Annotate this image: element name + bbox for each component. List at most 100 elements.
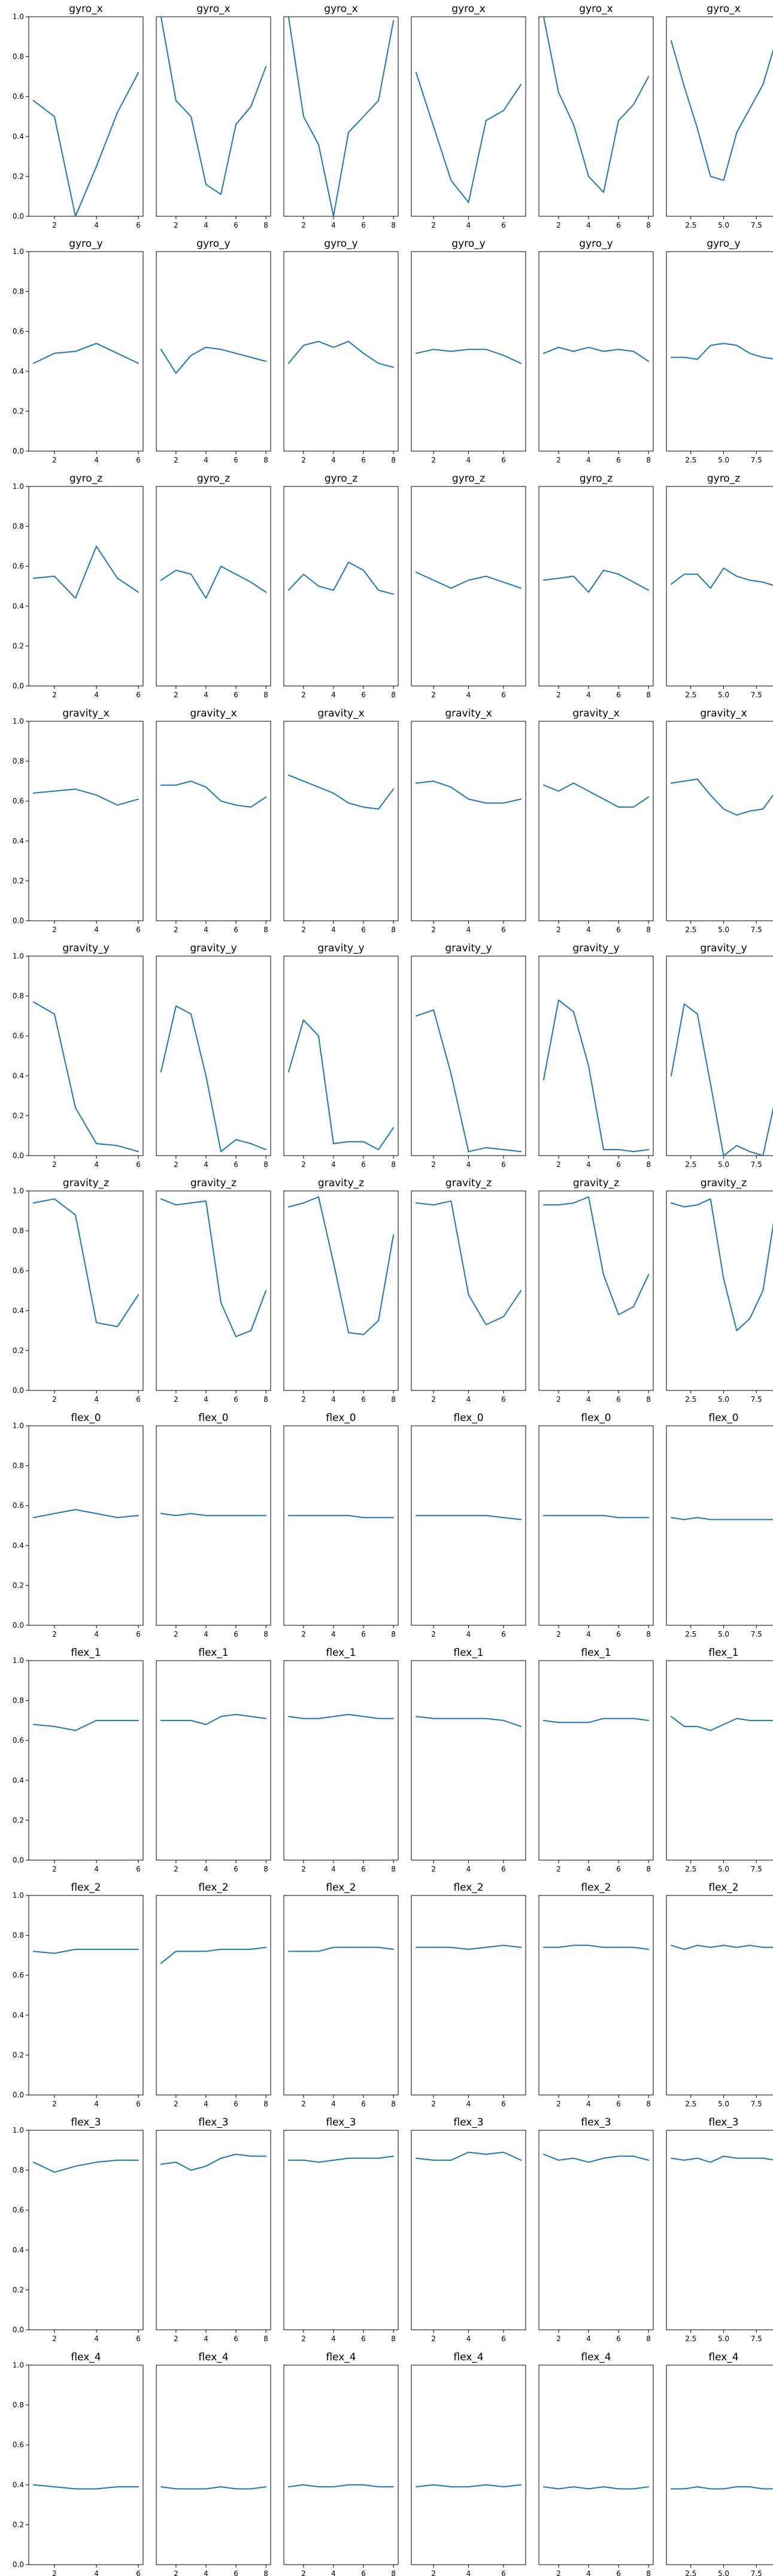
data-point [485, 120, 487, 121]
x-tick-label: 4 [204, 2569, 208, 2576]
x-tick-label: 6 [501, 1160, 506, 1169]
y-tick-label: 0.2 [13, 876, 24, 885]
data-point [558, 790, 559, 792]
x-tick-label: 4 [204, 1160, 208, 1169]
series-line [160, 566, 267, 599]
y-tick-label: 0.6 [13, 2206, 24, 2214]
data-point [378, 100, 379, 101]
data-point [710, 2488, 711, 2490]
data-point [450, 180, 452, 181]
x-tick-label: 6 [136, 1865, 141, 1873]
axes-frame [156, 2130, 271, 2330]
x-tick-label: 2 [52, 1160, 57, 1169]
y-tick-label: 0.0 [13, 447, 24, 455]
data-point [288, 1515, 289, 1516]
x-tick-label: 2 [174, 926, 178, 934]
data-point [288, 1716, 289, 1718]
data-point [723, 343, 725, 344]
data-point [762, 84, 764, 86]
data-point [333, 1262, 334, 1263]
data-point [416, 72, 417, 74]
data-point [33, 578, 34, 579]
y-tick-label: 0.8 [13, 522, 24, 531]
x-tick-label: 2 [431, 1630, 436, 1638]
subplot-flex-0: flex_0 2 4 6 8 [538, 1412, 654, 1638]
data-point [543, 579, 544, 581]
data-point [671, 2488, 672, 2490]
data-point [503, 582, 504, 583]
subplot-flex-2: flex_2 2 4 6 8 [156, 1882, 271, 2108]
data-point [573, 576, 574, 577]
x-tick-label: 4 [331, 1865, 336, 1873]
data-point [543, 1204, 544, 1206]
x-tick-label: 5.0 [718, 691, 729, 699]
subplot-title: gyro_x [324, 3, 357, 15]
subplot-gyro-z: gyro_z 2 4 6 8 [283, 473, 399, 699]
series-line [287, 1196, 395, 1335]
x-tick-label: 2 [52, 2335, 57, 2343]
series-line [160, 1713, 267, 1725]
subplot-title: flex_0 [198, 1412, 228, 1424]
y-tick-label: 0.6 [13, 1736, 24, 1744]
data-point [503, 802, 504, 804]
data-point [160, 2163, 162, 2165]
subplot-flex-0: flex_0 2 4 6 8 [156, 1412, 271, 1638]
y-tick-label: 0.2 [13, 1816, 24, 1824]
x-tick-label: 7.5 [751, 1865, 762, 1873]
data-point [117, 2160, 118, 2161]
axes-frame [28, 486, 144, 687]
data-point [33, 2484, 34, 2486]
data-point [393, 1718, 394, 1719]
data-point [33, 1202, 34, 1204]
x-tick-label: 7.5 [751, 691, 762, 699]
x-tick-label: 6 [136, 1395, 141, 1404]
data-point [723, 808, 725, 810]
subplot-gyro-z: gyro_z 2 4 6 0.0 0.2 0.4 0.6 0.8 1.0 [13, 473, 144, 699]
data-point [117, 1720, 118, 1721]
data-point [348, 2157, 349, 2159]
subplot-title: flex_3 [708, 2117, 738, 2128]
x-tick-label: 4 [94, 2335, 99, 2343]
y-tick-label: 0.0 [13, 1386, 24, 1395]
x-tick-label: 4 [466, 926, 471, 934]
subplot-title: gyro_y [579, 238, 613, 250]
data-point [683, 1519, 685, 1520]
x-tick-label: 4 [94, 1630, 99, 1638]
data-point [220, 800, 222, 802]
data-point [378, 1718, 379, 1719]
data-point [160, 784, 162, 786]
data-point [450, 1946, 452, 1948]
y-tick-label: 0.8 [13, 1931, 24, 1940]
subplot-title: gyro_z [452, 473, 485, 485]
axes-frame [28, 2365, 144, 2565]
x-tick-label: 2 [556, 1865, 561, 1873]
series-line [160, 1513, 267, 1516]
data-point [468, 579, 469, 581]
axes-frame [28, 1425, 144, 1626]
x-tick-label: 6 [616, 2569, 621, 2576]
data-point [558, 92, 559, 93]
data-point [33, 1724, 34, 1725]
subplot-flex-3: flex_3 2 4 6 0.0 0.2 0.4 0.6 0.8 1.0 [13, 2117, 144, 2343]
data-point [75, 2166, 76, 2167]
data-point [288, 362, 289, 364]
x-tick-label: 6 [616, 2335, 621, 2343]
subplot-title: gravity_y [190, 942, 237, 954]
data-point [433, 579, 434, 581]
data-point [503, 1517, 504, 1518]
data-point [520, 1290, 522, 1292]
data-point [762, 2488, 764, 2490]
data-point [762, 1519, 764, 1520]
data-point [736, 1946, 738, 1948]
data-point [433, 1204, 434, 1206]
data-point [117, 578, 118, 579]
x-tick-label: 4 [94, 691, 99, 699]
x-tick-label: 6 [234, 1395, 238, 1404]
data-point [393, 1949, 394, 1950]
subplot-gyro-z: gyro_z 2 4 6 8 [156, 473, 271, 699]
data-point [588, 347, 589, 348]
x-tick-label: 2.5 [685, 926, 696, 934]
y-tick-label: 0.8 [13, 1697, 24, 1705]
x-tick-label: 2 [556, 456, 561, 464]
data-point [671, 1202, 672, 1204]
